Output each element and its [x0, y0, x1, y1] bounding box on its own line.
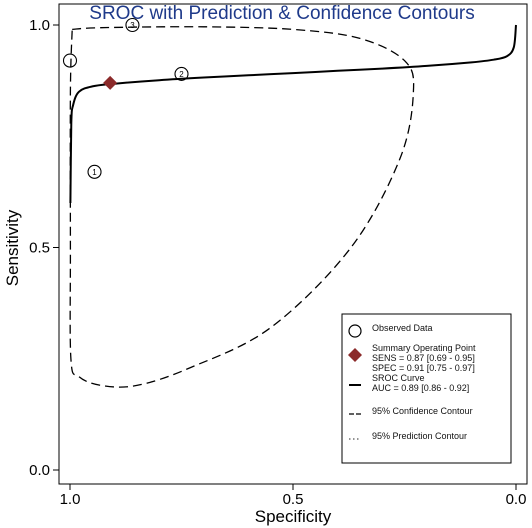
observed-point — [62, 53, 78, 68]
legend-entry-confidence: 95% Confidence Contour — [349, 406, 473, 416]
legend-entry-observed: Observed Data — [348, 323, 433, 338]
observed-point: 1 — [87, 164, 102, 179]
observed-point: 3 — [125, 17, 140, 33]
svg-text:3: 3 — [130, 21, 135, 30]
x-tick-label: 0.5 — [283, 491, 304, 508]
legend-box — [341, 313, 512, 464]
y-tick-label: 0.5 — [29, 240, 50, 257]
confidence-contour — [69, 26, 415, 388]
axes: 1.0 0.5 0.0 0.0 0.5 1.0 — [29, 17, 526, 508]
y-axis-label: Sensitivity — [3, 209, 22, 286]
sroc-curve — [69, 24, 517, 204]
legend-text: AUC = 0.89 [0.86 - 0.92] — [372, 383, 469, 393]
legend-text: Summary Operating Point — [372, 343, 476, 353]
legend-text: 95% Prediction Contour — [372, 431, 467, 441]
legend-text: SROC Curve — [372, 373, 425, 383]
svg-text:1: 1 — [92, 168, 97, 177]
series-layer: 1 2 3 — [62, 17, 517, 388]
observed-point: 2 — [174, 66, 189, 81]
summary-operating-point — [103, 75, 118, 90]
legend-text: Observed Data — [372, 323, 433, 333]
x-axis-label: Specificity — [255, 507, 332, 526]
legend-text: SPEC = 0.91 [0.75 - 0.97] — [372, 363, 475, 373]
x-tick-label: 1.0 — [60, 491, 81, 508]
y-tick-label: 0.0 — [29, 462, 50, 479]
legend-text: 95% Confidence Contour — [372, 406, 473, 416]
svg-text:2: 2 — [179, 70, 184, 79]
x-tick-label: 0.0 — [506, 491, 527, 508]
chart-title: SROC with Prediction & Confidence Contou… — [89, 3, 474, 24]
legend-entry-prediction: 95% Prediction Contour — [349, 431, 467, 441]
legend: Observed Data Summary Operating PointSENS… — [341, 313, 512, 464]
y-tick-label: 1.0 — [29, 17, 50, 34]
legend-text: SENS = 0.87 [0.69 - 0.95] — [372, 353, 475, 363]
